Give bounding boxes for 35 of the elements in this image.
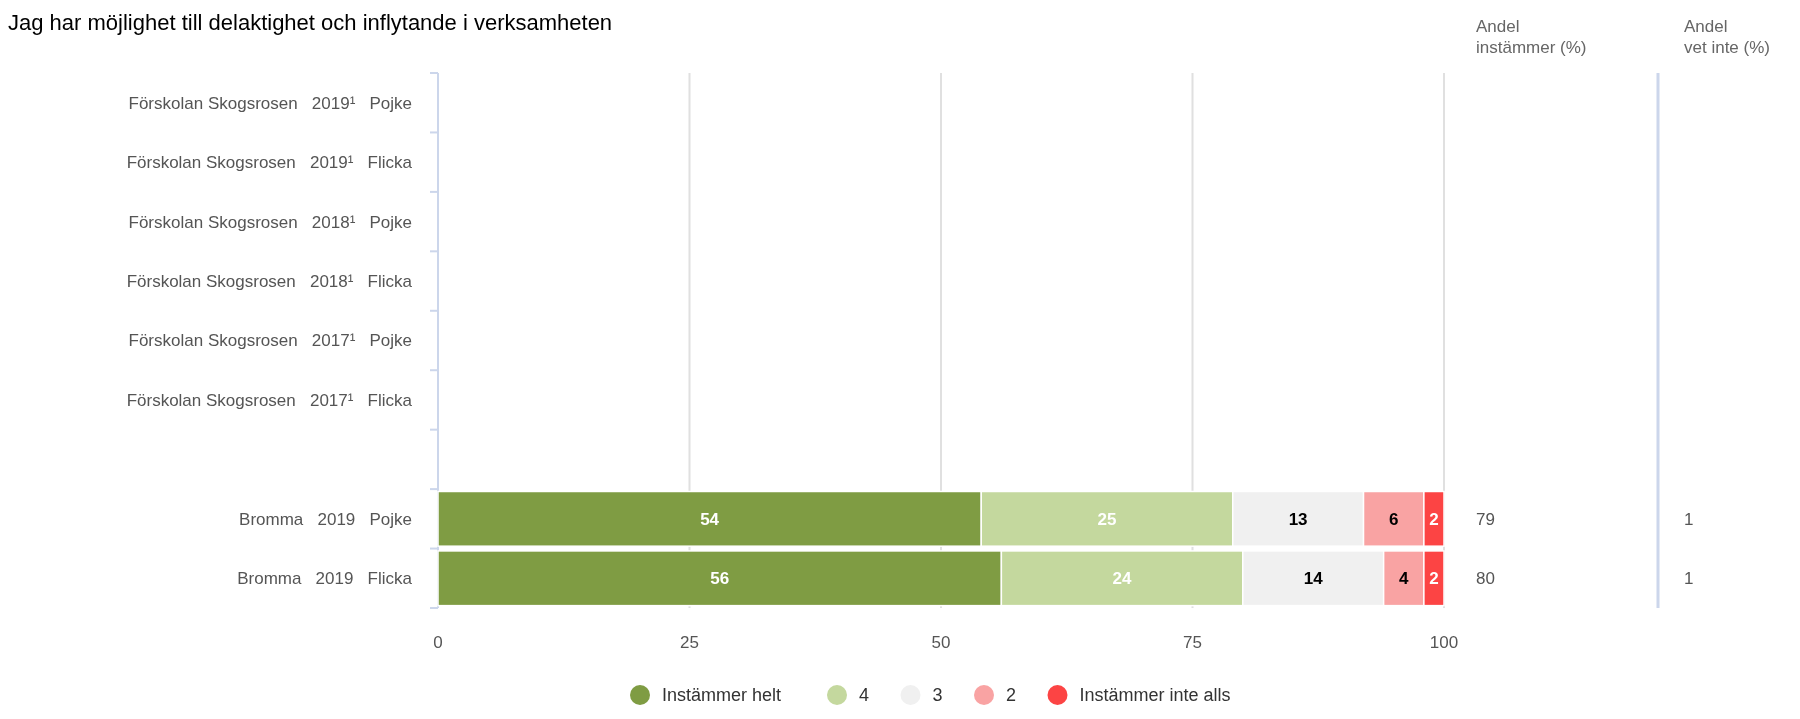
y-tick-label: Förskolan Skogsrosen 2017¹ Flicka <box>126 390 413 410</box>
legend-label: Instämmer inte alls <box>1079 685 1231 706</box>
y-tick-label: Bromma 2019 Flicka <box>237 569 413 589</box>
data-label: 6 <box>1388 509 1399 529</box>
data-label: 14 <box>1303 569 1324 589</box>
x-tick-label: 100 <box>1429 633 1459 652</box>
x-tick-label: 0 <box>433 633 443 652</box>
x-tick-label: 50 <box>931 633 951 652</box>
legend-label: 4 <box>859 685 870 706</box>
x-tick-label: 25 <box>680 633 699 652</box>
data-label: 2 <box>1429 569 1439 589</box>
data-label: 54 <box>700 509 720 529</box>
y-tick-label: Förskolan Skogsrosen 2018¹ Pojke <box>128 212 412 232</box>
legend-label: Instämmer helt <box>662 685 782 706</box>
data-label: 25 <box>1097 509 1117 529</box>
data-label: 2 <box>1429 509 1439 529</box>
text: Andel vet inte (%) <box>1684 17 1770 58</box>
text: 79 <box>1476 509 1495 529</box>
text: 1 <box>1684 509 1694 529</box>
x-tick-label: 75 <box>1183 633 1202 652</box>
text: 1 <box>1684 569 1694 589</box>
legend-label: 3 <box>932 685 943 706</box>
legend-label: 2 <box>1006 685 1017 706</box>
y-tick-label: Förskolan Skogsrosen 2019¹ Pojke <box>128 93 412 113</box>
data-label: 4 <box>1399 569 1410 589</box>
y-tick-label: Förskolan Skogsrosen 2018¹ Flicka <box>126 272 413 292</box>
data-label: 13 <box>1288 509 1308 529</box>
data-label: 56 <box>710 569 730 589</box>
text: 80 <box>1476 569 1495 589</box>
text: Andel instämmer (%) <box>1476 17 1587 58</box>
y-tick-label: Bromma 2019 Pojke <box>239 509 412 529</box>
y-tick-label: Förskolan Skogsrosen 2019¹ Flicka <box>126 153 413 173</box>
y-tick-label: Förskolan Skogsrosen 2017¹ Pojke <box>128 331 412 351</box>
chart-title: Jag har möjlighet till delaktighet och inflytande i verksamheten <box>8 10 613 35</box>
data-label: 24 <box>1112 569 1133 589</box>
